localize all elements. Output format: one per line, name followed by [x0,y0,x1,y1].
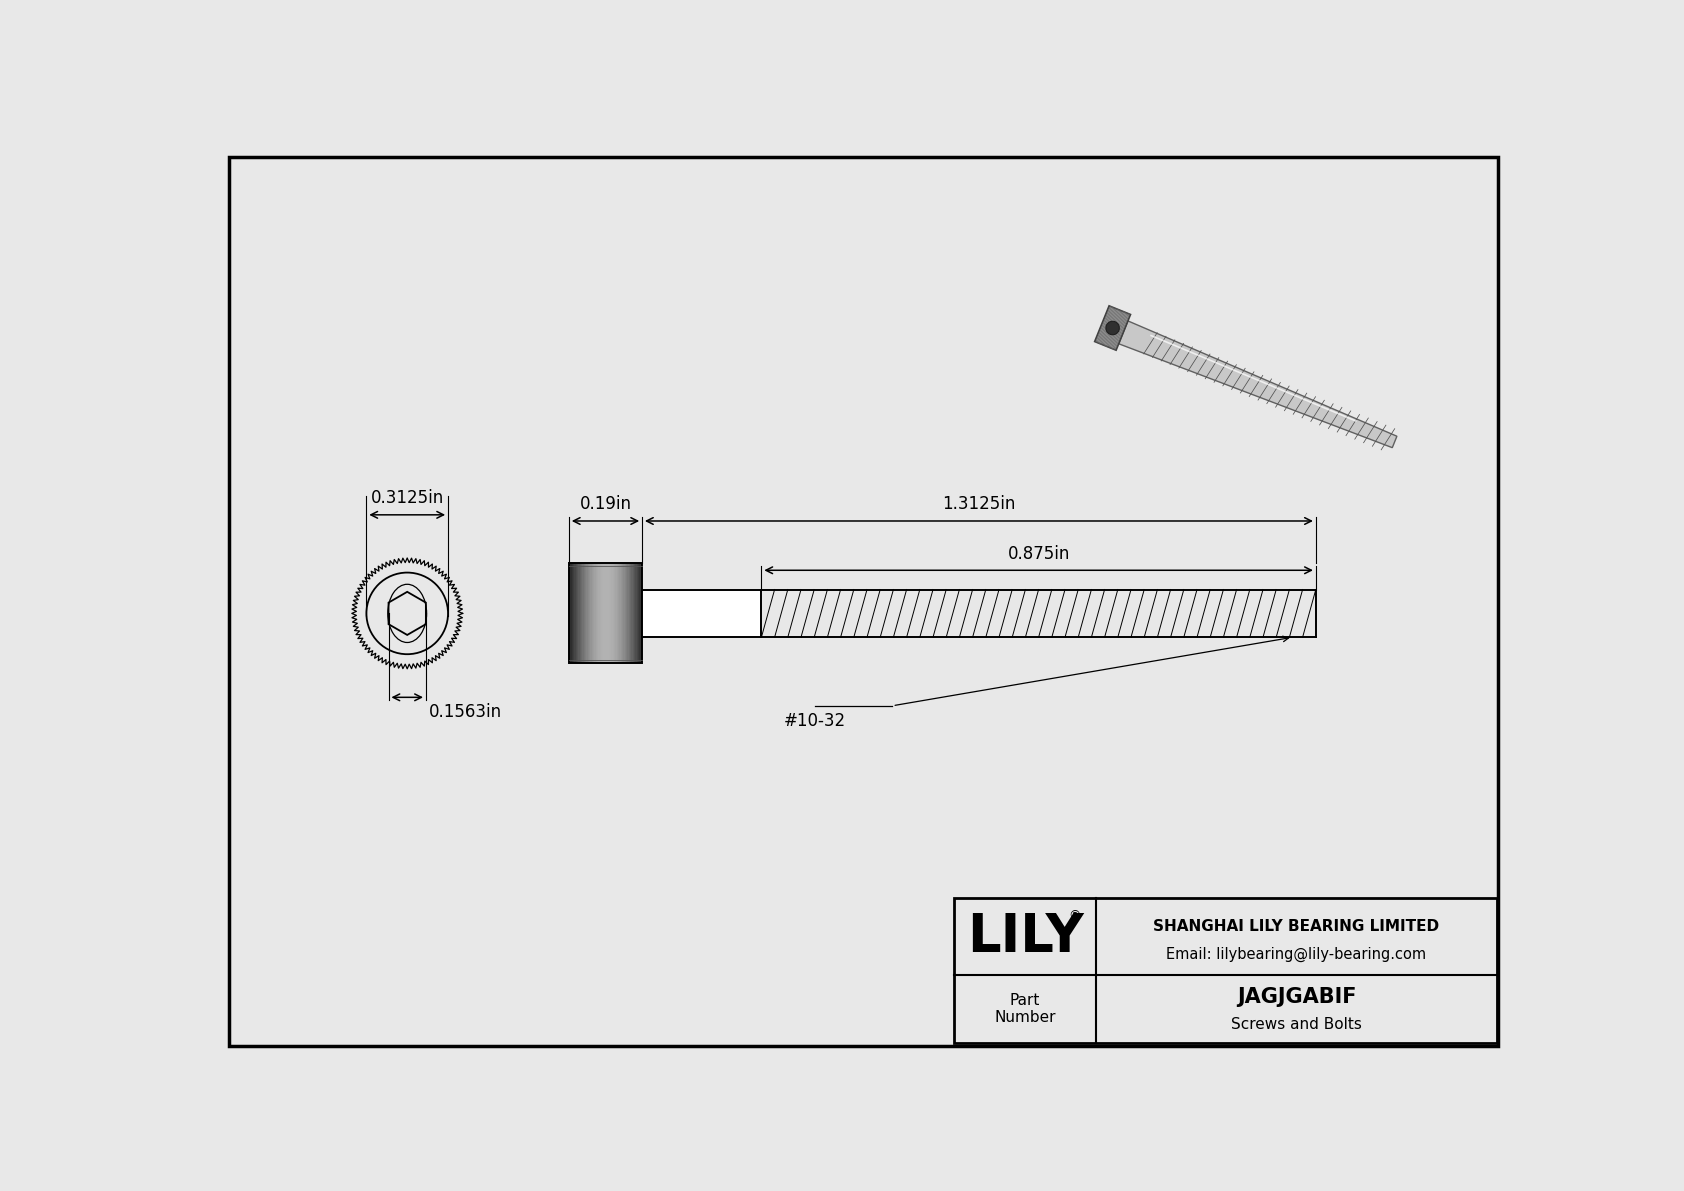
Bar [569,563,642,663]
Text: Part
Number: Part Number [994,993,1056,1025]
Text: ®: ® [1068,909,1081,922]
Text: 0.1563in: 0.1563in [428,704,502,722]
Text: SHANGHAI LILY BEARING LIMITED: SHANGHAI LILY BEARING LIMITED [1154,919,1440,934]
Ellipse shape [1106,322,1120,335]
Bar [642,590,761,637]
Text: Email: lilybearing@lily-bearing.com: Email: lilybearing@lily-bearing.com [1167,947,1426,962]
Text: 1.3125in: 1.3125in [943,495,1015,513]
Polygon shape [1095,306,1130,350]
Text: #10-32: #10-32 [785,712,847,730]
Text: Screws and Bolts: Screws and Bolts [1231,1017,1362,1033]
Text: LILY: LILY [967,911,1083,962]
Text: 0.19in: 0.19in [579,495,632,513]
Bar [953,898,1497,1043]
Polygon shape [1118,320,1398,448]
Text: 0.875in: 0.875in [1007,544,1069,562]
Text: 0.3125in: 0.3125in [370,490,445,507]
Text: JAGJGABIF: JAGJGABIF [1236,987,1356,1006]
